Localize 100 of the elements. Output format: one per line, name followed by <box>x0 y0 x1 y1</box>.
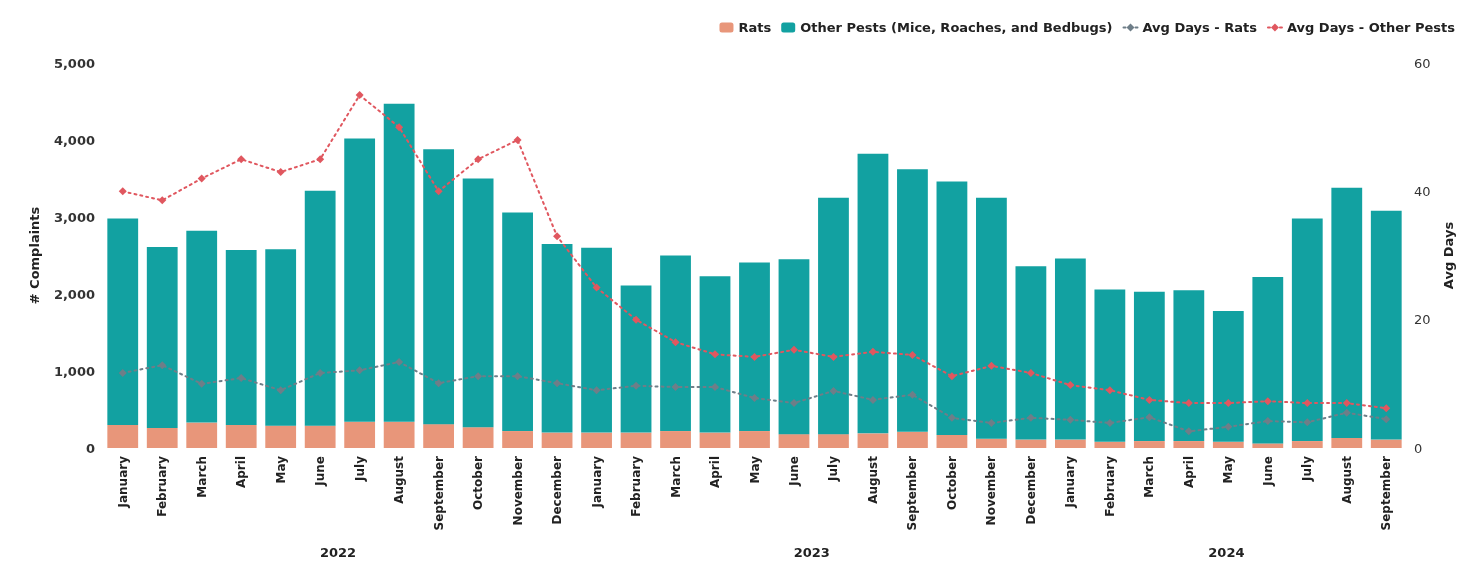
bar <box>739 431 770 448</box>
point <box>1342 408 1351 417</box>
point <box>355 91 364 100</box>
bar <box>976 438 1007 448</box>
bar <box>818 434 849 448</box>
point <box>118 187 127 196</box>
bar <box>1370 210 1402 440</box>
point <box>316 368 325 377</box>
x-tick-label: August <box>392 455 407 504</box>
x-tick-label: November <box>510 455 525 526</box>
y-tick-label: 3,000 <box>53 209 95 225</box>
x-tick-label: April <box>1181 456 1196 489</box>
x-tick-label: July <box>1300 455 1315 482</box>
point <box>158 196 167 205</box>
x-tick-label: May <box>1221 455 1236 484</box>
point <box>434 187 443 196</box>
x-tick-label: September <box>431 455 446 531</box>
x-tick-label: September <box>905 455 920 531</box>
y-tick-label: 5,000 <box>53 55 95 71</box>
bar <box>1173 290 1205 442</box>
y2-tick-label: 20 <box>1414 312 1431 328</box>
x-tick-label: June <box>1260 456 1275 487</box>
bar <box>541 243 573 433</box>
x-tick-label: December <box>1023 455 1038 525</box>
bar <box>1291 218 1323 442</box>
bar <box>660 431 691 448</box>
point <box>1026 368 1035 377</box>
bar <box>462 427 494 448</box>
point <box>474 155 483 164</box>
bar <box>383 421 415 448</box>
point <box>1145 413 1154 422</box>
point <box>395 123 404 132</box>
x-tick-label: July <box>352 455 367 482</box>
text: 2022 <box>319 545 357 560</box>
x-tick-label: June <box>786 456 801 487</box>
x-tick-label: January <box>589 455 604 509</box>
point <box>868 347 877 356</box>
bar <box>146 247 178 428</box>
x-tick-label: January <box>115 455 130 509</box>
bar <box>541 432 573 448</box>
bar <box>778 259 810 435</box>
y-tick-label: 2,000 <box>53 286 95 302</box>
y2-tick-label: 60 <box>1414 55 1431 71</box>
bar <box>1094 289 1126 442</box>
bar <box>936 434 968 448</box>
bar <box>1054 439 1086 448</box>
point <box>316 155 325 164</box>
bar <box>1015 439 1047 448</box>
x-tick-label: August <box>1339 455 1354 504</box>
legend-label: Avg Days - Rats <box>1142 20 1258 35</box>
point <box>395 358 404 367</box>
point <box>789 399 798 408</box>
x-tick-label: October <box>471 455 486 510</box>
bar <box>1173 441 1205 448</box>
point <box>1382 415 1391 424</box>
bar <box>1291 441 1323 448</box>
point <box>1026 413 1035 422</box>
x-tick-label: February <box>629 455 644 517</box>
x-tick-label: September <box>1379 455 1394 531</box>
point <box>474 372 483 381</box>
x-tick-label: May <box>273 455 288 484</box>
point <box>513 372 522 381</box>
bar <box>186 422 218 448</box>
point <box>750 352 759 361</box>
y2-tick-label: 0 <box>1414 440 1423 456</box>
bar <box>344 138 376 422</box>
y2-tick-label: 40 <box>1414 183 1431 199</box>
point <box>1184 399 1193 408</box>
point <box>829 352 838 361</box>
bar <box>344 421 376 448</box>
bar <box>620 285 652 433</box>
bar <box>107 218 139 425</box>
y-tick-label: 1,000 <box>53 363 95 379</box>
point <box>632 315 641 324</box>
point <box>908 390 917 399</box>
bar <box>1094 441 1126 448</box>
point <box>553 379 562 388</box>
bar <box>265 425 297 448</box>
point <box>276 168 285 177</box>
x-tick-label: December <box>550 455 565 525</box>
x-tick-label: July <box>826 455 841 482</box>
bar <box>936 181 968 435</box>
x-tick-label: February <box>1102 455 1117 517</box>
bar <box>620 432 652 448</box>
bar <box>699 276 731 433</box>
point <box>711 383 720 392</box>
point <box>434 379 443 388</box>
bar <box>383 103 415 422</box>
x-tick-label: March <box>194 456 209 498</box>
point <box>592 283 601 292</box>
y-tick-label: 4,000 <box>53 132 95 148</box>
bar <box>423 424 455 448</box>
bar <box>857 433 889 448</box>
point <box>987 418 996 427</box>
point <box>553 232 562 241</box>
bar <box>1212 441 1244 448</box>
point <box>197 174 206 183</box>
x-tick-label: February <box>155 455 170 517</box>
bar <box>502 431 533 448</box>
point <box>1303 418 1312 427</box>
